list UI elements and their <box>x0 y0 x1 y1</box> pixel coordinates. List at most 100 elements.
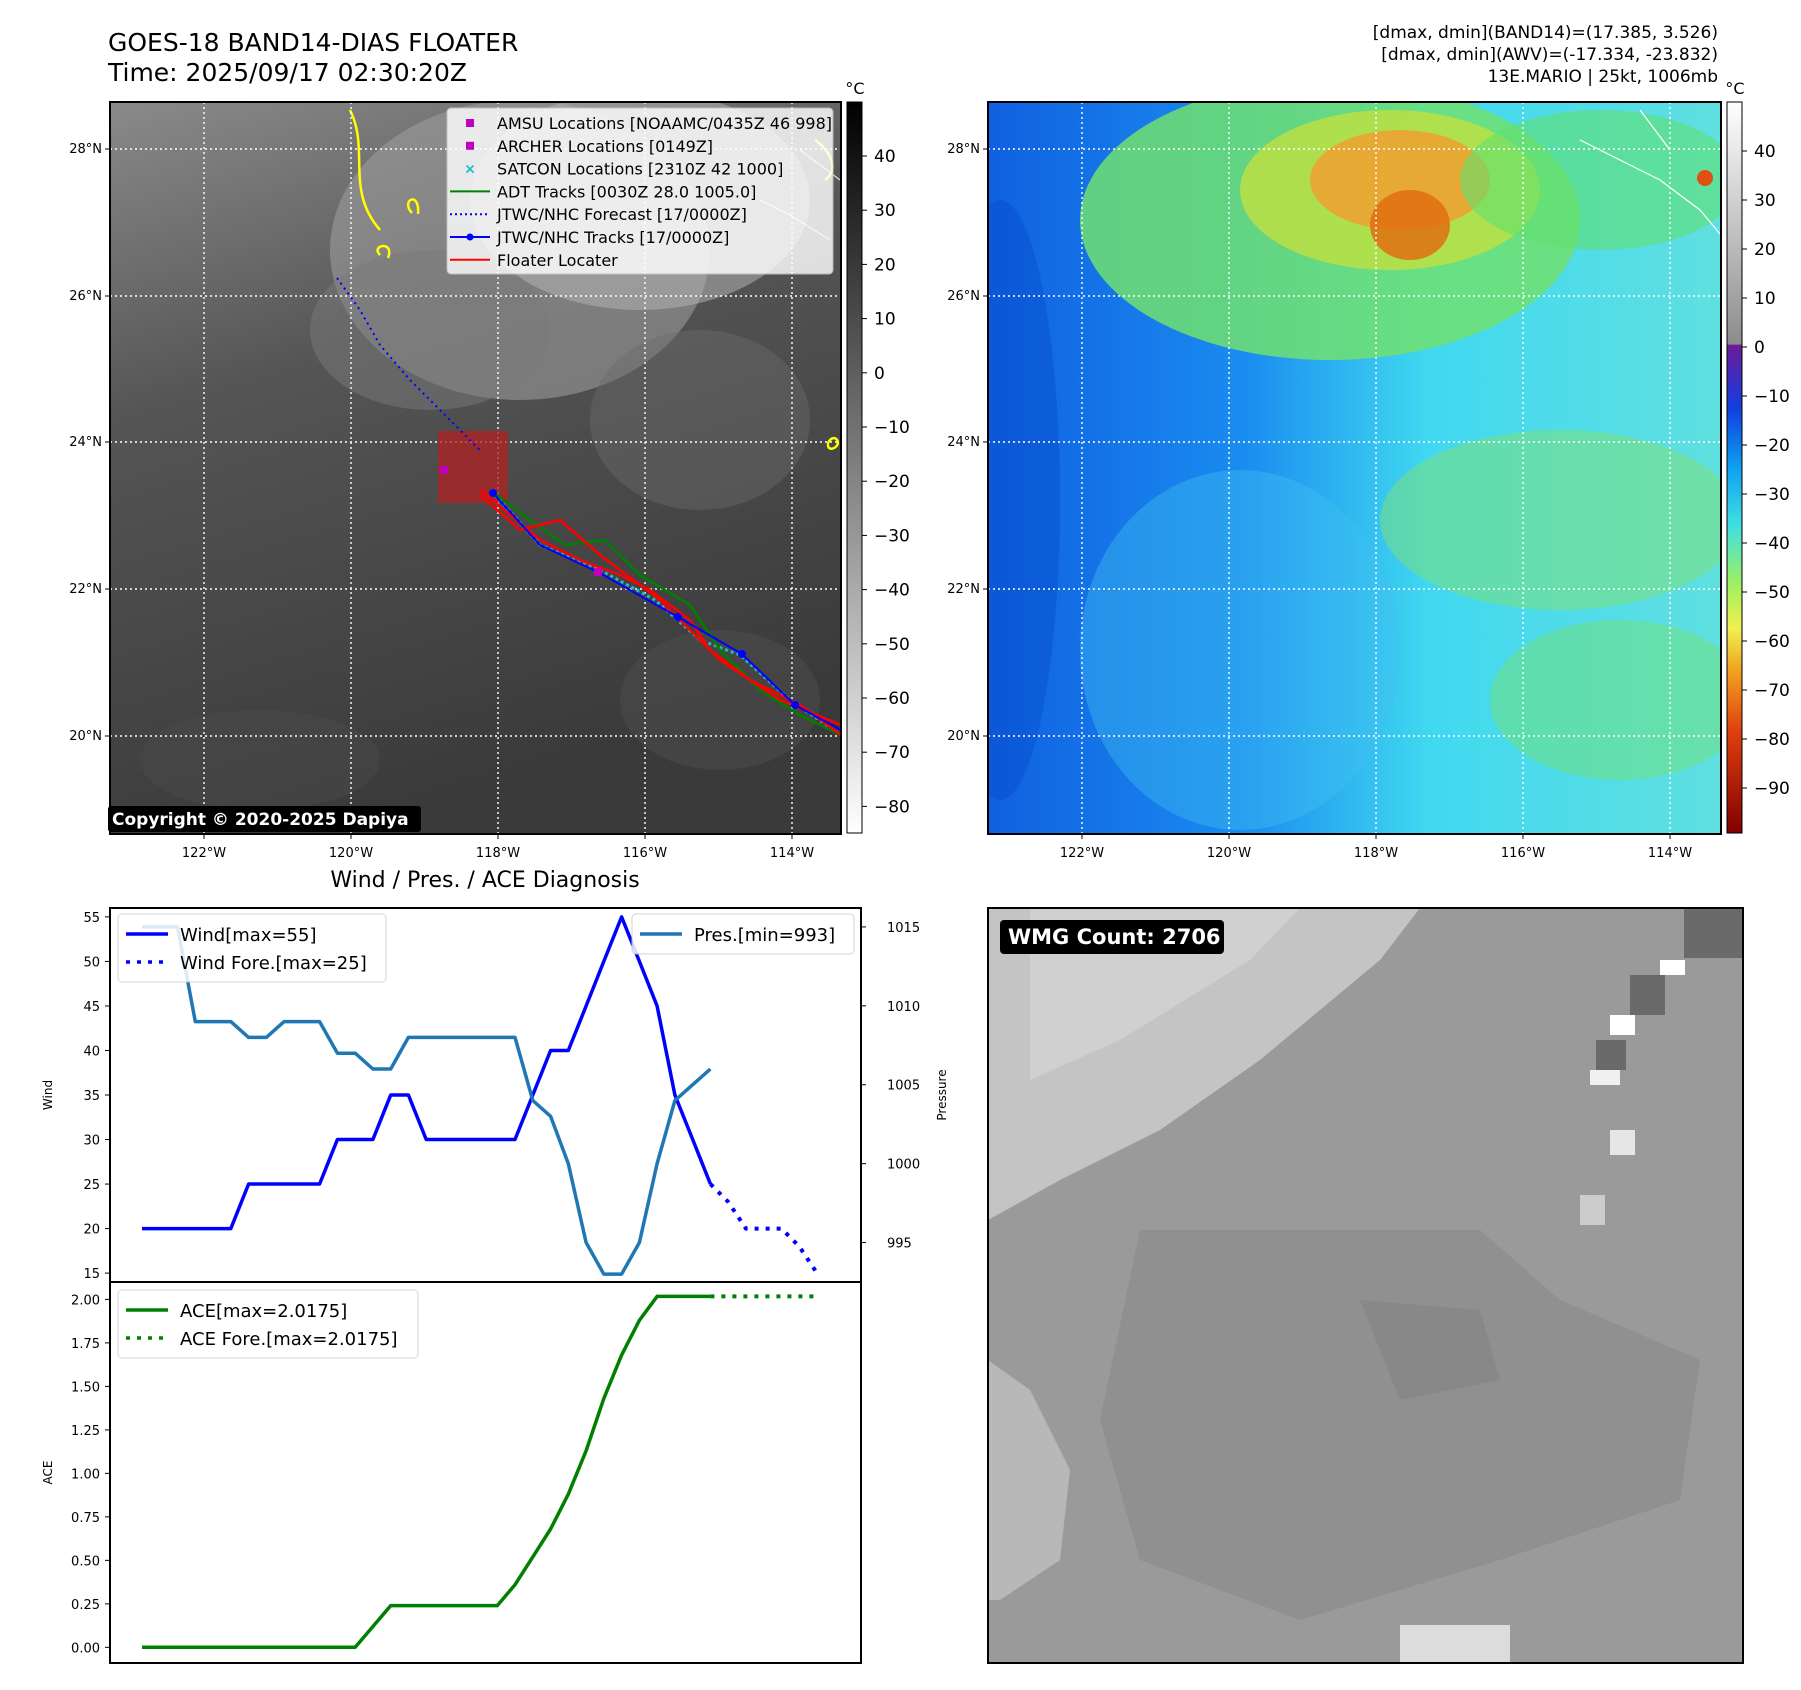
y-tick-label: 30 <box>83 1134 100 1149</box>
wv-lon-label: 118°W <box>1354 846 1398 861</box>
wv-lat-label: 24°N <box>947 435 980 450</box>
colorbar-tick-label: −10 <box>1754 387 1790 407</box>
series-line <box>142 1294 711 1650</box>
floater-locator-track <box>479 489 841 737</box>
wv-gridlines <box>988 102 1721 834</box>
y-tick-label: 0.25 <box>71 1598 100 1613</box>
colorbar-tick-label: −70 <box>874 743 910 763</box>
colorbar-tick-label: −20 <box>874 472 910 492</box>
wv-lon-label: 116°W <box>1501 846 1545 861</box>
colorbar-tick-label: −40 <box>874 581 910 601</box>
ir-lat-label: 24°N <box>69 435 102 450</box>
y-tick-label: 50 <box>83 955 100 970</box>
ir-lat-label: 20°N <box>69 729 102 744</box>
wv-lon-label: 120°W <box>1207 846 1251 861</box>
ir-lat-label: 22°N <box>69 582 102 597</box>
colorbar-tick-label: −90 <box>1754 779 1790 799</box>
legend-label: ADT Tracks [0030Z 28.0 1005.0] <box>497 182 756 201</box>
y-axis-label: Wind <box>41 1080 55 1110</box>
ir-lon-label: 122°W <box>182 846 226 861</box>
colorbar-tick-label: 0 <box>874 364 885 384</box>
y-axis-label: ACE <box>41 1461 55 1485</box>
forecast-track <box>336 277 481 451</box>
floater-box <box>438 431 508 503</box>
y-tick-label: 1.75 <box>71 1337 100 1352</box>
y-tick-label: 20 <box>83 1223 100 1238</box>
wv-axis-ticks: 122°W 120°W 118°W 116°W 114°W 28°N 26°N 24°N 22°… <box>947 142 1692 861</box>
colorbar-tick-label: −60 <box>874 689 910 709</box>
legend-label: JTWC/NHC Forecast [17/0000Z] <box>496 205 747 224</box>
figure-title: GOES-18 BAND14-DIAS FLOATER <box>108 28 518 57</box>
colorbar-tick-label: −30 <box>1754 485 1790 505</box>
wv-colorbar: °C 40 30 20 10 0 −10 −20 −30 −40 −50 −60 −70 −80 −90 <box>1725 79 1790 834</box>
awv-range: [dmax, dmin](AWV)=(-17.334, -23.832) <box>1381 45 1718 65</box>
legend-box <box>446 107 834 275</box>
figure-time: Time: 2025/09/17 02:30:20Z <box>107 58 467 87</box>
wv-colorbar-ramp <box>1726 101 1743 834</box>
legend-label: Floater Locater <box>497 251 618 270</box>
ir-legend: AMSU Locations [NOAAMC/0435Z 46 998] ARCH… <box>446 107 834 275</box>
y-tick-label: 15 <box>83 1267 100 1282</box>
legend-label: JTWC/NHC Tracks [17/0000Z] <box>496 228 729 247</box>
ir-lon-label: 118°W <box>476 846 520 861</box>
plot-frame <box>109 1281 862 1664</box>
y-right-tick-label: 1015 <box>887 921 920 936</box>
amsu-location-marker <box>440 466 448 474</box>
series-line <box>142 925 712 1276</box>
wv-map-panel: 122°W 120°W 118°W 116°W 114°W 28°N 26°N 24°N 22°… <box>947 101 1722 861</box>
adt-track <box>492 491 841 737</box>
copyright-badge <box>108 806 421 832</box>
ir-track-overlays <box>336 277 841 737</box>
y-right-axis-label: Pressure <box>935 1069 949 1120</box>
chart-legend-label: Pres.[min=993] <box>694 925 835 946</box>
wv-lat-label: 20°N <box>947 729 980 744</box>
ir-lat-label: 28°N <box>69 142 102 157</box>
wmg-count-badge <box>1000 920 1224 954</box>
colorbar-tick-label: −80 <box>874 797 910 817</box>
copyright-text: Copyright © 2020-2025 Dapiya <box>112 810 409 830</box>
wmg-frame <box>987 907 1744 1664</box>
colorbar-tick-label: 40 <box>874 147 896 167</box>
wv-lat-label: 26°N <box>947 289 980 304</box>
colorbar-tick-label: 40 <box>1754 142 1776 162</box>
colorbar-tick-label: −70 <box>1754 681 1790 701</box>
chart-legend-box <box>117 913 387 983</box>
y-right-tick-label: 995 <box>887 1237 912 1252</box>
chart-legend-box <box>631 913 855 955</box>
diagnosis-title: Wind / Pres. / ACE Diagnosis <box>330 868 639 893</box>
series-line <box>142 915 713 1231</box>
y-tick-label: 25 <box>83 1178 100 1193</box>
wmg-panel: WMG Count: 2706 <box>987 907 1744 1664</box>
ir-colorbar-unit: °C <box>845 79 864 98</box>
wv-colorbar-unit: °C <box>1725 79 1744 98</box>
chart-legend-label: ACE Fore.[max=2.0175] <box>180 1329 398 1350</box>
colorbar-tick-label: −30 <box>874 526 910 546</box>
wv-map-frame <box>987 101 1722 835</box>
wmg-features <box>988 908 1743 1663</box>
colorbar-tick-label: −10 <box>874 418 910 438</box>
y-tick-label: 1.50 <box>71 1380 100 1395</box>
ir-lon-label: 116°W <box>623 846 667 861</box>
legend-marker <box>466 119 474 127</box>
colorbar-tick-label: 10 <box>874 310 896 330</box>
legend-marker <box>466 141 474 150</box>
colorbar-tick-label: −60 <box>1754 632 1790 652</box>
ir-lon-label: 114°W <box>770 846 814 861</box>
colorbar-tick-label: 30 <box>1754 191 1776 211</box>
chart-legend-label: Wind Fore.[max=25] <box>180 953 367 974</box>
colorbar-tick-label: −50 <box>874 635 910 655</box>
ir-lat-label: 26°N <box>69 289 102 304</box>
wmg-count-text: WMG Count: 2706 <box>1008 925 1221 949</box>
legend-marker: × <box>464 162 476 178</box>
y-tick-label: 35 <box>83 1089 100 1104</box>
legend-label: AMSU Locations [NOAAMC/0435Z 46 998] <box>497 114 832 133</box>
wv-lon-label: 122°W <box>1060 846 1104 861</box>
ir-map-panel: 122°W 120°W 118°W 116°W 114°W 28°N 26°N 24°N 22°… <box>69 101 842 861</box>
ir-lon-label: 120°W <box>329 846 373 861</box>
y-tick-label: 1.25 <box>71 1424 100 1439</box>
archer-location-marker <box>594 568 602 576</box>
y-tick-label: 0.00 <box>71 1641 100 1656</box>
wind-pressure-chart: 15 20 25 30 35 40 45 50 55 Wind 995 1000 1005 1010 101… <box>41 907 949 1283</box>
y-tick-label: 1.00 <box>71 1467 100 1482</box>
y-tick-label: 45 <box>83 1000 100 1015</box>
